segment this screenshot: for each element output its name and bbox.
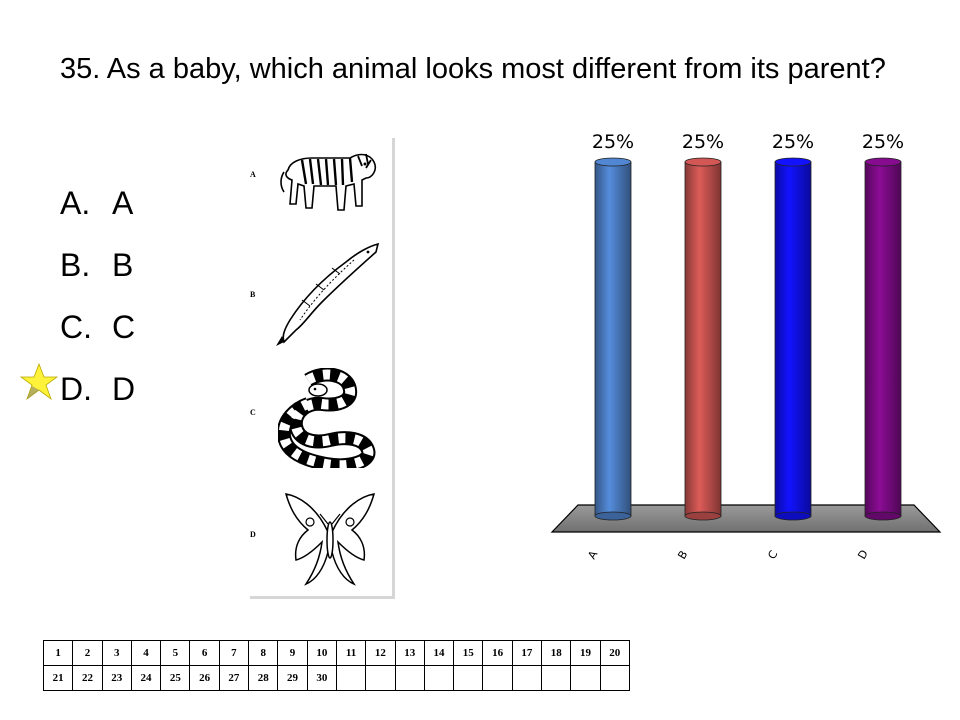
grid-cell: 21 [42,665,74,691]
grid-cell: 3 [101,640,132,666]
panel-label-a: A [250,170,256,179]
whale-icon [276,242,380,346]
value-label-c: 25% [772,131,814,153]
grid-cell: 20 [599,640,630,666]
grid-cell: 9 [277,640,308,666]
option-letter: D. [60,371,92,407]
grid-cell [453,665,484,691]
grid-cell: 13 [394,640,425,666]
moth-icon [284,493,376,586]
option-letter: B. [60,247,91,283]
grid-cell [570,665,601,691]
grid-cell: 16 [482,640,513,666]
grid-cell [599,665,630,691]
grid-cell: 14 [423,640,455,666]
category-label-a: A [585,548,600,561]
panel-label-d: D [250,530,256,539]
grid-cell: 29 [277,665,308,691]
grid-cell: 30 [306,665,337,691]
animal-image-panel: A B C D [250,138,395,599]
grid-row: 1 2 3 4 5 6 7 8 9 10 11 12 13 14 15 16 17 18 19 20 [42,640,630,666]
option-d[interactable]: D. D [60,366,135,428]
grid-row: 21 22 23 24 25 26 27 28 29 30 [42,665,630,691]
grid-cell: 15 [453,640,484,666]
category-label-b: B [675,548,690,561]
grid-cell [482,665,513,691]
value-label-a: 25% [592,131,634,153]
option-label: C [112,309,136,345]
value-label-b: 25% [682,131,724,153]
category-label-d: D [855,548,871,562]
option-letter: C. [60,309,92,345]
grid-cell: 24 [130,665,162,691]
grid-cell: 1 [42,640,74,666]
panel-label-c: C [250,408,256,417]
grid-cell: 23 [101,665,132,691]
grid-cell: 17 [511,640,543,666]
grid-cell [394,665,425,691]
tiger-icon [280,153,377,211]
grid-cell [335,665,367,691]
option-c[interactable]: C. C [60,304,135,366]
grid-cell: 2 [72,640,103,666]
bar-b [684,157,722,521]
grid-cell: 26 [189,665,220,691]
grid-cell: 27 [218,665,250,691]
grid-cell [423,665,455,691]
grid-cell: 25 [160,665,191,691]
option-b[interactable]: B. B [60,242,135,304]
option-label: A [112,185,134,221]
bar-a [594,157,632,521]
grid-cell: 4 [130,640,162,666]
grid-cell: 19 [570,640,601,666]
question-text: 35. As a baby, which animal looks most d… [60,53,886,85]
grid-cell: 8 [248,640,279,666]
grid-cell: 18 [541,640,572,666]
answer-options: A. A B. B C. C D. D [60,180,135,428]
option-label: D [112,371,136,407]
grid-cell [365,665,396,691]
bar-d [864,157,902,521]
option-label: B [112,247,134,283]
star-icon [19,362,58,401]
grid-cell: 11 [335,640,367,666]
grid-cell [541,665,572,691]
grid-cell: 22 [72,665,103,691]
vote-bar-chart: 25% 25% 25% 25% A B C D [550,131,942,562]
option-a[interactable]: A. A [60,180,135,242]
category-label-c: C [765,548,780,561]
option-letter: A. [60,185,91,221]
question-number-grid: 1 2 3 4 5 6 7 8 9 10 11 12 13 14 15 16 17 18 19 20 21 22 23 24 2… [42,640,630,691]
grid-cell: 6 [189,640,220,666]
grid-cell: 28 [248,665,279,691]
grid-cell: 12 [365,640,396,666]
bar-c [774,157,812,521]
panel-label-b: B [250,290,256,299]
snake-icon [278,368,376,468]
grid-cell [511,665,543,691]
grid-cell: 7 [218,640,250,666]
value-label-d: 25% [862,131,904,153]
grid-cell: 10 [306,640,337,666]
grid-cell: 5 [160,640,191,666]
